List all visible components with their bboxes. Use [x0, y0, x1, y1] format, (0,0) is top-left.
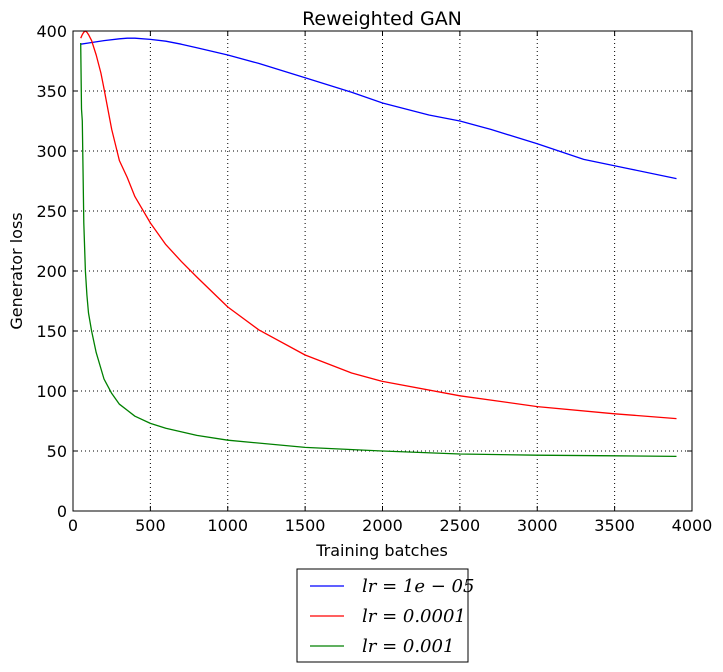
- x-axis-label: Training batches: [315, 541, 448, 560]
- chart-title: Reweighted GAN: [302, 8, 462, 30]
- x-tick-label: 2500: [440, 516, 481, 535]
- y-axis-label: Generator loss: [7, 212, 26, 329]
- y-tick-label: 50: [47, 442, 67, 461]
- y-tick-label: 350: [36, 82, 67, 101]
- y-tick-label: 300: [36, 142, 67, 161]
- y-tick-label: 100: [36, 382, 67, 401]
- x-tick-label: 1500: [285, 516, 326, 535]
- x-tick-label: 1000: [207, 516, 248, 535]
- y-tick-label: 200: [36, 262, 67, 281]
- x-tick-label: 4000: [672, 516, 713, 535]
- series-lines: [80, 30, 677, 458]
- y-tick-label: 250: [36, 202, 67, 221]
- series-line-2: [80, 30, 677, 420]
- legend-label: lr = 1e − 05: [362, 576, 474, 597]
- x-tick-label: 500: [135, 516, 166, 535]
- grid: [73, 31, 692, 511]
- x-tick-label: 2000: [362, 516, 403, 535]
- legend-label: lr = 0.0001: [362, 606, 466, 627]
- axis-ticks: 0 500 1000 1500 2000 2500 3000 3500 4000 0 50 100 15…: [36, 22, 712, 535]
- x-tick-label: 0: [68, 516, 78, 535]
- y-tick-label: 0: [57, 502, 67, 521]
- y-tick-label: 150: [36, 322, 67, 341]
- legend-label: lr = 0.001: [362, 636, 454, 657]
- y-tick-label: 400: [36, 22, 67, 41]
- x-tick-label: 3000: [517, 516, 558, 535]
- series-line-1: [80, 37, 677, 180]
- series-line-3: [80, 42, 677, 458]
- legend: lr = 1e − 05 lr = 0.0001 lr = 0.001: [296, 568, 474, 663]
- x-tick-label: 3500: [594, 516, 635, 535]
